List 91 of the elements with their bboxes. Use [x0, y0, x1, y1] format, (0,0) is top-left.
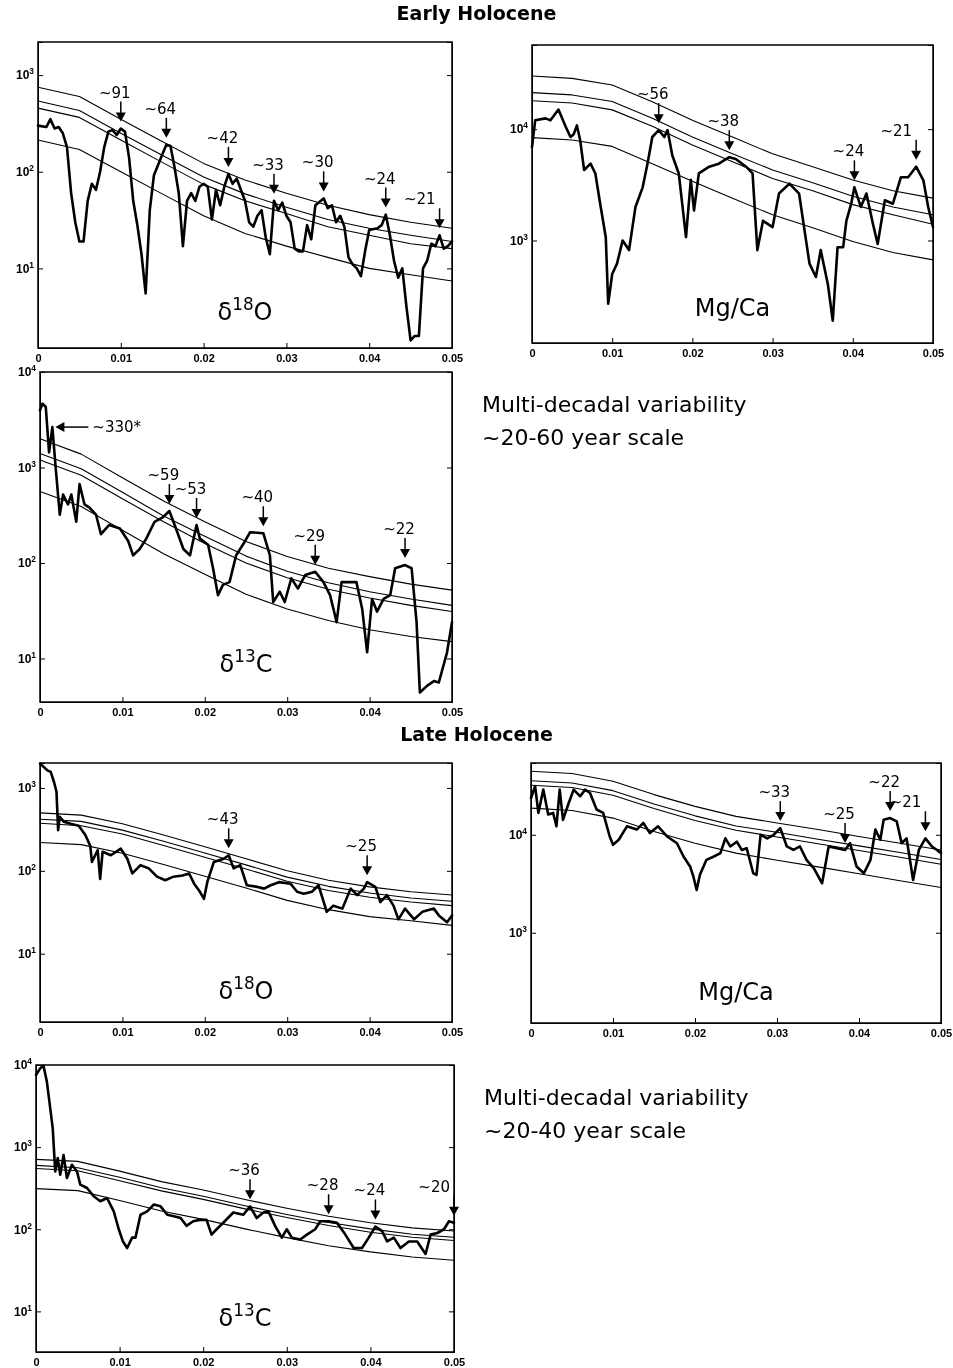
annotation: δ$^{13}$C	[218, 1300, 272, 1333]
annotation: ~22	[868, 773, 900, 792]
x-tick-label: 0.05	[922, 346, 945, 359]
x-tick-label: 0.03	[762, 346, 784, 359]
annotation: ~21	[403, 190, 436, 209]
x-tick-label: 0.05	[441, 705, 464, 718]
y-tick-label: 10$^{4}$	[13, 1056, 33, 1073]
annotation: ~25	[823, 804, 855, 823]
x-tick-label: 0	[33, 1355, 40, 1368]
x-tick-label: 0	[529, 346, 536, 359]
x-tick-label: 0.03	[276, 705, 299, 718]
x-tick-label: 0	[35, 351, 42, 364]
x-tick-label: 0.02	[193, 351, 215, 364]
x-tick-label: 0.04	[848, 1026, 872, 1039]
x-tick-label: 0.05	[930, 1026, 953, 1039]
annotation: ~64	[144, 99, 177, 118]
x-tick-label: 0.03	[276, 1355, 299, 1368]
x-tick-label: 0.04	[360, 1355, 383, 1368]
y-tick-label: 10$^{1}$	[13, 1302, 33, 1319]
y-tick-label: 10$^{2}$	[17, 862, 37, 879]
annotation: ~22	[383, 520, 415, 539]
y-tick-label: 10$^{3}$	[508, 924, 528, 941]
annotation: ~24	[832, 142, 865, 161]
annotation: ~21	[889, 793, 922, 812]
y-tick-label: 10$^{4}$	[509, 120, 529, 137]
text: ~20-60 year scale	[482, 425, 685, 450]
x-tick-label: 0.03	[766, 1026, 789, 1039]
chart-title: Early Holocene	[396, 2, 557, 24]
annotation: ~30	[301, 153, 334, 172]
x-tick-label: 0.03	[276, 1025, 299, 1038]
y-tick-label: 10$^{3}$	[13, 1138, 33, 1155]
annotation: ~33	[252, 155, 284, 174]
annotation: ~21	[880, 121, 913, 140]
annotation: ~43	[206, 810, 239, 829]
annotation: ~330*	[92, 418, 142, 437]
y-tick-label: 10$^{3}$	[15, 66, 35, 83]
y-tick-label: 10$^{3}$	[17, 779, 37, 796]
annotation: ~33	[758, 783, 791, 802]
annotation: ~91	[98, 83, 131, 102]
annotation: ~20	[418, 1177, 450, 1196]
x-tick-label: 0.04	[842, 346, 865, 359]
annotation: ~24	[353, 1181, 386, 1200]
annotation: ~56	[636, 85, 669, 104]
y-tick-label: 10$^{2}$	[13, 1220, 33, 1237]
y-tick-label: 10$^{4}$	[508, 826, 528, 843]
x-tick-label: 0.04	[359, 705, 382, 718]
annotation: ~42	[206, 128, 239, 147]
x-tick-label: 0.02	[682, 346, 704, 359]
annotation: ~25	[345, 837, 377, 856]
x-tick-label: 0.01	[109, 1355, 131, 1368]
x-tick-label: 0.02	[194, 1025, 217, 1038]
annotation: δ$^{18}$O	[217, 294, 273, 327]
annotation: ~29	[293, 526, 326, 545]
annotation: ~36	[228, 1161, 260, 1180]
annotation: ~40	[241, 488, 274, 507]
x-tick-label: 0.01	[601, 346, 624, 359]
x-tick-label: 0.01	[112, 705, 134, 718]
x-tick-label: 0.04	[359, 1025, 382, 1038]
y-tick-label: 10$^{3}$	[509, 231, 529, 248]
x-tick-label: 0.05	[441, 1025, 464, 1038]
y-tick-label: 10$^{1}$	[17, 945, 37, 962]
text: Multi-decadal variability	[482, 392, 747, 417]
x-tick-label: 0.02	[192, 1355, 215, 1368]
x-tick-label: 0	[37, 1025, 44, 1038]
annotation: δ$^{18}$O	[218, 972, 274, 1005]
y-tick-label: 10$^{1}$	[17, 649, 37, 666]
chart-title: Late Holocene	[400, 723, 553, 745]
annotation: ~38	[707, 112, 740, 131]
y-tick-label: 10$^{4}$	[17, 363, 37, 380]
y-tick-label: 10$^{3}$	[17, 458, 37, 475]
x-tick-label: 0.02	[194, 705, 217, 718]
annotation: Mg/Ca	[694, 294, 771, 323]
annotation: ~24	[363, 169, 396, 188]
x-tick-label: 0.01	[602, 1026, 625, 1039]
x-tick-label: 0.01	[112, 1025, 134, 1038]
annotation: ~28	[306, 1176, 339, 1195]
x-tick-label: 0.01	[110, 351, 133, 364]
x-tick-label: 0.04	[358, 351, 382, 364]
x-tick-label: 0.05	[441, 351, 464, 364]
y-tick-label: 10$^{2}$	[15, 163, 35, 180]
x-tick-label: 0	[528, 1026, 535, 1039]
y-tick-label: 10$^{2}$	[17, 554, 37, 571]
x-tick-label: 0.03	[276, 351, 298, 364]
x-tick-label: 0.05	[443, 1355, 466, 1368]
x-tick-label: 0	[37, 705, 44, 718]
y-tick-label: 10$^{1}$	[15, 259, 35, 276]
text: Multi-decadal variability	[484, 1085, 749, 1110]
x-tick-label: 0.02	[684, 1026, 707, 1039]
text: ~20-40 year scale	[484, 1118, 687, 1143]
annotation: δ$^{13}$C	[219, 646, 273, 679]
annotation: Mg/Ca	[698, 977, 774, 1006]
